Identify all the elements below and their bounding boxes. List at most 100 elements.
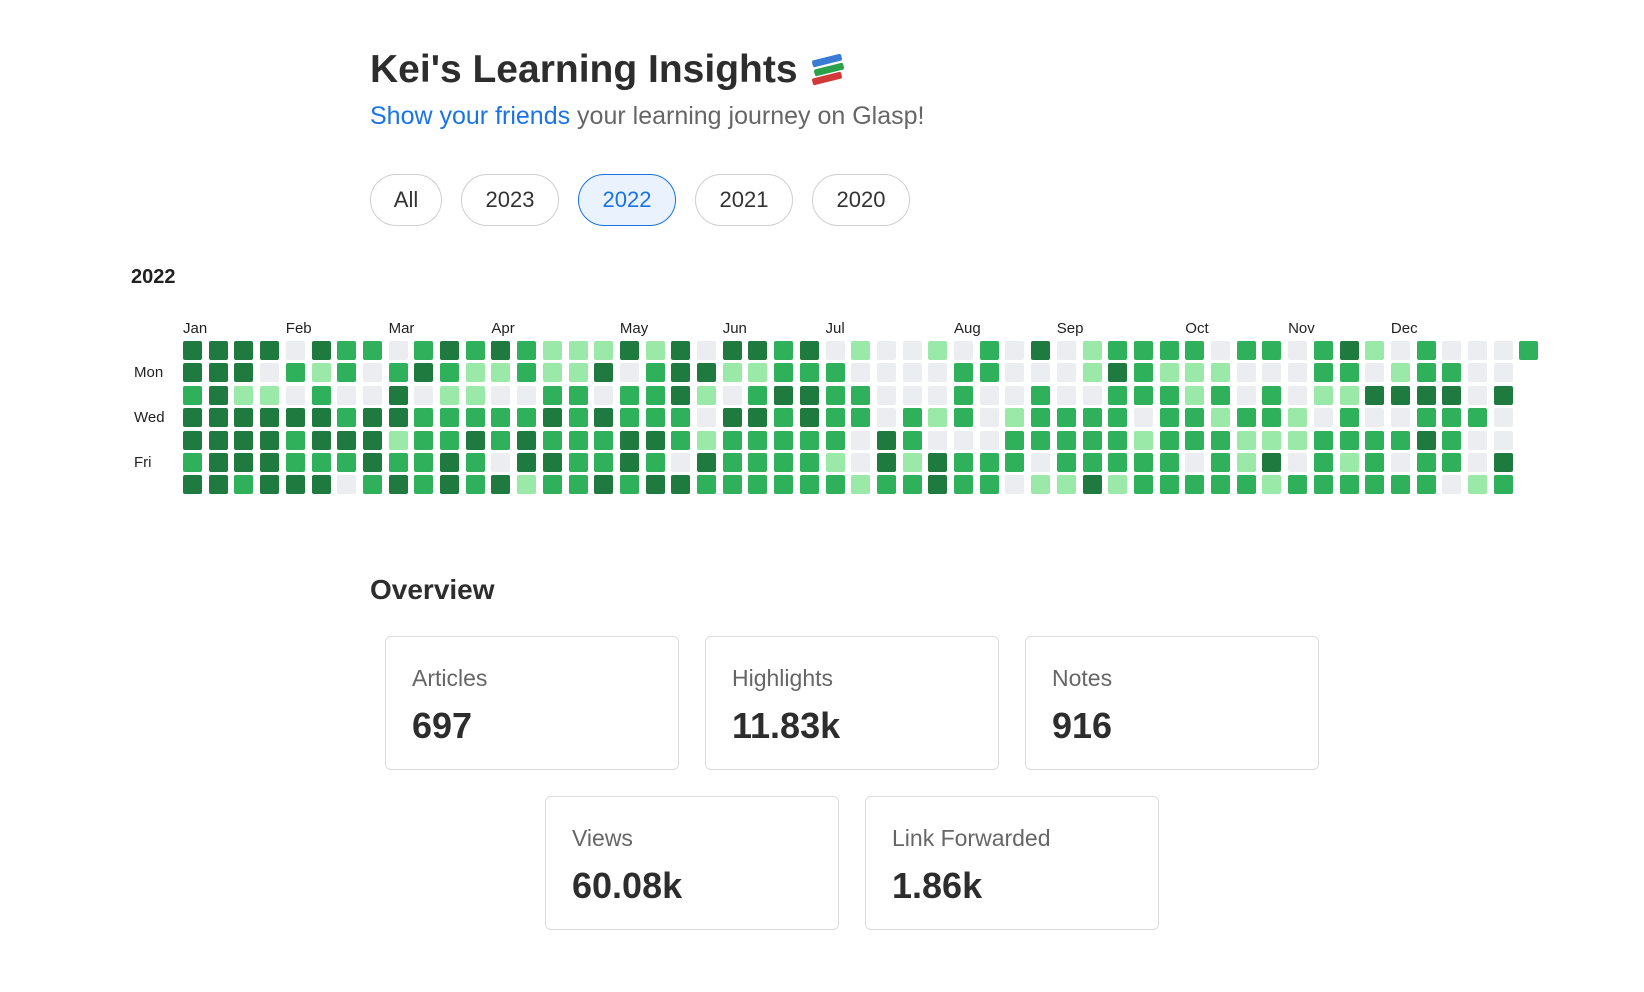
heatmap-cell[interactable] [1056, 408, 1076, 428]
heatmap-cell[interactable] [1133, 408, 1153, 428]
heatmap-cell[interactable] [1313, 453, 1333, 472]
heatmap-cell[interactable] [979, 430, 999, 450]
heatmap-cell[interactable] [388, 408, 408, 428]
heatmap-cell[interactable] [876, 453, 896, 472]
heatmap-cell[interactable] [260, 363, 280, 383]
heatmap-cell[interactable] [1236, 363, 1256, 383]
heatmap-cell[interactable] [285, 385, 305, 405]
heatmap-cell[interactable] [1339, 385, 1359, 405]
heatmap-cell[interactable] [876, 341, 896, 360]
heatmap-cell[interactable] [1108, 475, 1128, 495]
heatmap-cell[interactable] [774, 341, 794, 360]
heatmap-cell[interactable] [183, 341, 202, 360]
heatmap-cell[interactable] [1236, 385, 1256, 405]
heatmap-cell[interactable] [1288, 363, 1308, 383]
heatmap-cell[interactable] [1365, 475, 1385, 495]
heatmap-cell[interactable] [414, 408, 434, 428]
heatmap-cell[interactable] [1468, 385, 1487, 405]
heatmap-cell[interactable] [1442, 341, 1462, 360]
heatmap-cell[interactable] [362, 363, 382, 383]
heatmap-cell[interactable] [1005, 430, 1025, 450]
heatmap-cell[interactable] [799, 363, 819, 383]
heatmap-cell[interactable] [208, 363, 228, 383]
heatmap-cell[interactable] [671, 341, 691, 360]
heatmap-cell[interactable] [1056, 430, 1076, 450]
heatmap-cell[interactable] [1493, 385, 1513, 405]
heatmap-cell[interactable] [1365, 385, 1385, 405]
heatmap-cell[interactable] [517, 453, 537, 472]
heatmap-cell[interactable] [1211, 430, 1230, 450]
heatmap-cell[interactable] [1159, 363, 1179, 383]
heatmap-cell[interactable] [568, 453, 588, 472]
heatmap-cell[interactable] [1108, 341, 1128, 360]
heatmap-cell[interactable] [851, 363, 871, 383]
heatmap-cell[interactable] [1211, 475, 1230, 495]
heatmap-cell[interactable] [1056, 363, 1076, 383]
heatmap-cell[interactable] [1133, 453, 1153, 472]
heatmap-cell[interactable] [1082, 341, 1102, 360]
heatmap-cell[interactable] [748, 453, 768, 472]
heatmap-cell[interactable] [1390, 385, 1410, 405]
heatmap-cell[interactable] [1416, 453, 1436, 472]
heatmap-cell[interactable] [774, 363, 794, 383]
heatmap-cell[interactable] [1313, 475, 1333, 495]
heatmap-cell[interactable] [825, 475, 845, 495]
heatmap-cell[interactable] [722, 363, 742, 383]
heatmap-cell[interactable] [1365, 341, 1385, 360]
heatmap-cell[interactable] [1416, 475, 1436, 495]
heatmap-cell[interactable] [1159, 453, 1179, 472]
heatmap-cell[interactable] [774, 475, 794, 495]
heatmap-cell[interactable] [1056, 341, 1076, 360]
heatmap-cell[interactable] [1262, 385, 1282, 405]
heatmap-cell[interactable] [414, 363, 434, 383]
heatmap-cell[interactable] [1108, 363, 1128, 383]
heatmap-cell[interactable] [1468, 430, 1487, 450]
heatmap-cell[interactable] [1236, 341, 1256, 360]
heatmap-cell[interactable] [1442, 385, 1462, 405]
heatmap-cell[interactable] [208, 408, 228, 428]
heatmap-cell[interactable] [1211, 385, 1230, 405]
heatmap-cell[interactable] [1365, 408, 1385, 428]
heatmap-cell[interactable] [1159, 385, 1179, 405]
heatmap-cell[interactable] [388, 475, 408, 495]
heatmap-cell[interactable] [208, 341, 228, 360]
heatmap-cell[interactable] [285, 475, 305, 495]
heatmap-cell[interactable] [1211, 408, 1230, 428]
heatmap-cell[interactable] [1339, 453, 1359, 472]
heatmap-cell[interactable] [722, 385, 742, 405]
heatmap-cell[interactable] [311, 453, 331, 472]
heatmap-cell[interactable] [1262, 453, 1282, 472]
heatmap-cell[interactable] [208, 475, 228, 495]
heatmap-cell[interactable] [1159, 430, 1179, 450]
heatmap-cell[interactable] [414, 453, 434, 472]
heatmap-cell[interactable] [1236, 430, 1256, 450]
heatmap-cell[interactable] [183, 475, 202, 495]
heatmap-cell[interactable] [234, 475, 254, 495]
heatmap-cell[interactable] [1313, 363, 1333, 383]
heatmap-cell[interactable] [671, 408, 691, 428]
heatmap-cell[interactable] [517, 408, 537, 428]
heatmap-cell[interactable] [619, 408, 639, 428]
heatmap-cell[interactable] [1082, 475, 1102, 495]
heatmap-cell[interactable] [799, 385, 819, 405]
heatmap-cell[interactable] [1468, 453, 1487, 472]
heatmap-cell[interactable] [1108, 453, 1128, 472]
heatmap-cell[interactable] [825, 430, 845, 450]
heatmap-cell[interactable] [825, 385, 845, 405]
heatmap-cell[interactable] [1082, 430, 1102, 450]
heatmap-cell[interactable] [1159, 408, 1179, 428]
heatmap-cell[interactable] [1365, 453, 1385, 472]
heatmap-cell[interactable] [440, 385, 459, 405]
heatmap-cell[interactable] [337, 363, 357, 383]
heatmap-cell[interactable] [671, 475, 691, 495]
heatmap-cell[interactable] [1005, 385, 1025, 405]
heatmap-cell[interactable] [260, 475, 280, 495]
heatmap-cell[interactable] [517, 341, 537, 360]
heatmap-cell[interactable] [876, 475, 896, 495]
heatmap-cell[interactable] [1056, 453, 1076, 472]
heatmap-cell[interactable] [1031, 430, 1051, 450]
heatmap-cell[interactable] [954, 363, 973, 383]
heatmap-cell[interactable] [388, 430, 408, 450]
heatmap-cell[interactable] [748, 430, 768, 450]
heatmap-cell[interactable] [1211, 453, 1230, 472]
